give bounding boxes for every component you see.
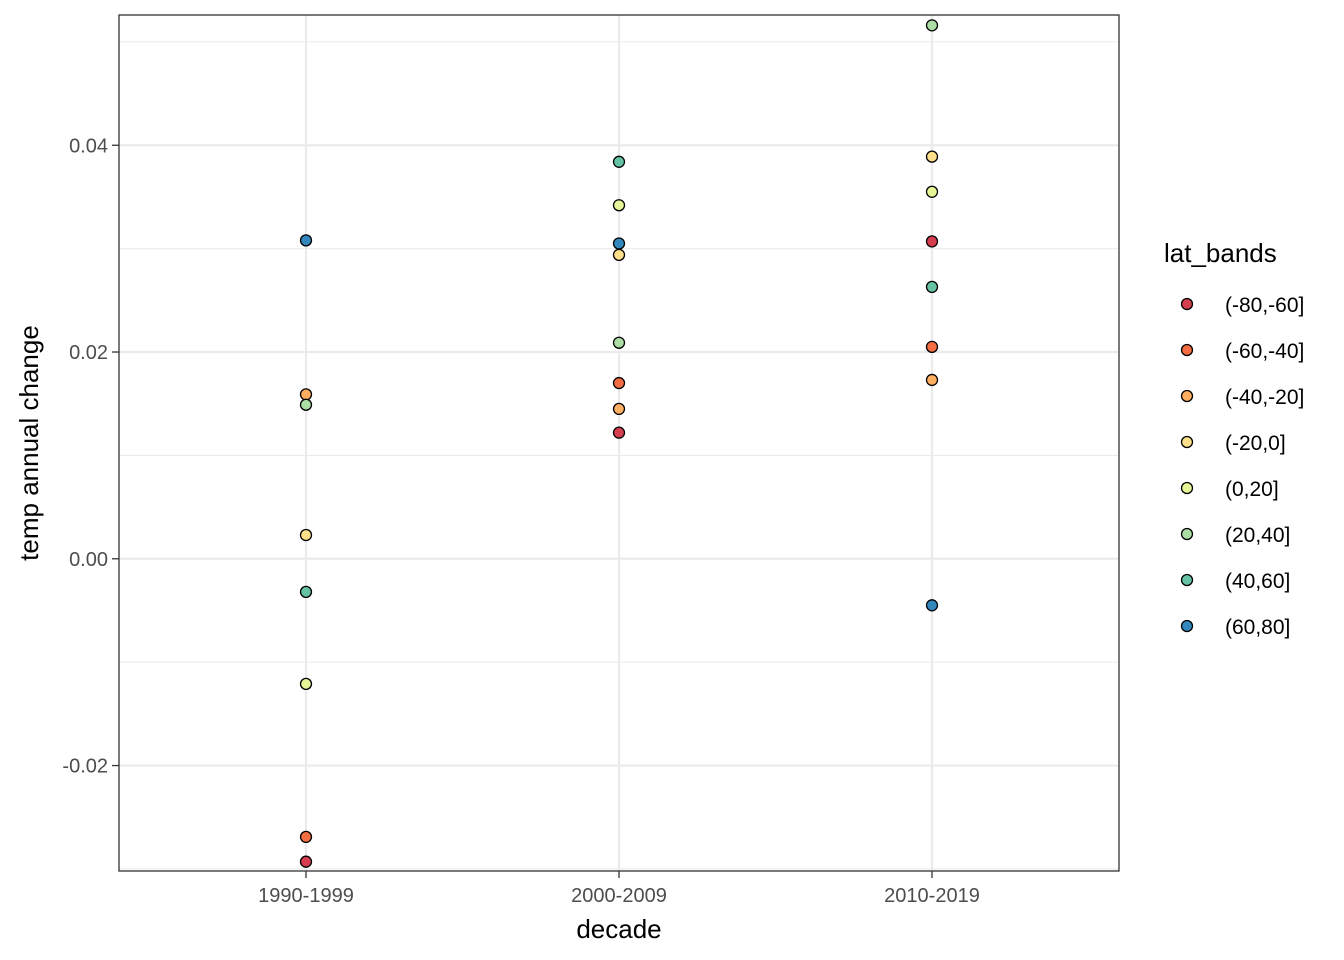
- data-point: [925, 150, 939, 163]
- data-point: [299, 830, 313, 844]
- data-point: [925, 280, 939, 294]
- data-point: [612, 402, 626, 416]
- data-point: [612, 155, 626, 168]
- data-point: [299, 855, 313, 868]
- legend-key: [1180, 573, 1194, 587]
- data-point: [612, 248, 626, 261]
- legend-label: (40,60]: [1225, 570, 1290, 593]
- x-axis-title: decade: [576, 914, 661, 944]
- legend-label: (-80,-60]: [1225, 294, 1304, 317]
- data-point: [925, 373, 939, 387]
- data-points: [299, 19, 939, 868]
- x-tick-label: 1990-1999: [258, 885, 354, 907]
- legend-key: [1180, 389, 1194, 403]
- legend-key: [1180, 343, 1194, 357]
- legend-title: lat_bands: [1164, 238, 1277, 268]
- y-tick-label: -0.02: [62, 756, 108, 778]
- y-tick-label: 0.00: [69, 549, 108, 571]
- legend-key: [1180, 435, 1194, 449]
- legend-label: (-40,-20]: [1225, 386, 1304, 409]
- grid: [119, 15, 1119, 871]
- legend: (-80,-60] (-60,-40] (-40,-20] (-20,0] (0,20]…: [1180, 294, 1304, 639]
- data-point: [299, 398, 313, 411]
- legend-label: (-60,-40]: [1225, 340, 1304, 363]
- legend-key: [1180, 297, 1194, 311]
- data-point: [925, 185, 939, 198]
- data-point: [299, 585, 313, 599]
- data-point: [612, 336, 626, 349]
- axes: -0.02 0.00 0.02 0.04 1990-1999 2000-2009 2010-…: [62, 135, 979, 907]
- data-point: [925, 19, 939, 32]
- legend-key: [1180, 619, 1194, 633]
- legend-label: (20,40]: [1225, 524, 1290, 547]
- legend-key: [1180, 527, 1194, 541]
- x-tick-label: 2000-2009: [571, 885, 667, 907]
- data-point: [299, 234, 313, 247]
- data-point: [925, 235, 939, 248]
- y-tick-label: 0.04: [69, 135, 108, 157]
- data-point: [612, 199, 626, 212]
- legend-key: [1180, 481, 1194, 495]
- x-tick-label: 2010-2019: [884, 885, 980, 907]
- legend-label: (0,20]: [1225, 478, 1279, 501]
- data-point: [612, 426, 626, 439]
- data-point: [299, 388, 313, 401]
- data-point: [299, 677, 313, 691]
- data-point: [925, 340, 939, 354]
- y-tick-label: 0.02: [69, 342, 108, 364]
- y-axis-title: temp annual change: [14, 325, 44, 561]
- data-point: [925, 599, 939, 612]
- legend-label: (60,80]: [1225, 616, 1290, 639]
- legend-label: (-20,0]: [1225, 432, 1286, 455]
- data-point: [612, 376, 626, 390]
- data-point: [612, 237, 626, 250]
- data-point: [299, 528, 313, 542]
